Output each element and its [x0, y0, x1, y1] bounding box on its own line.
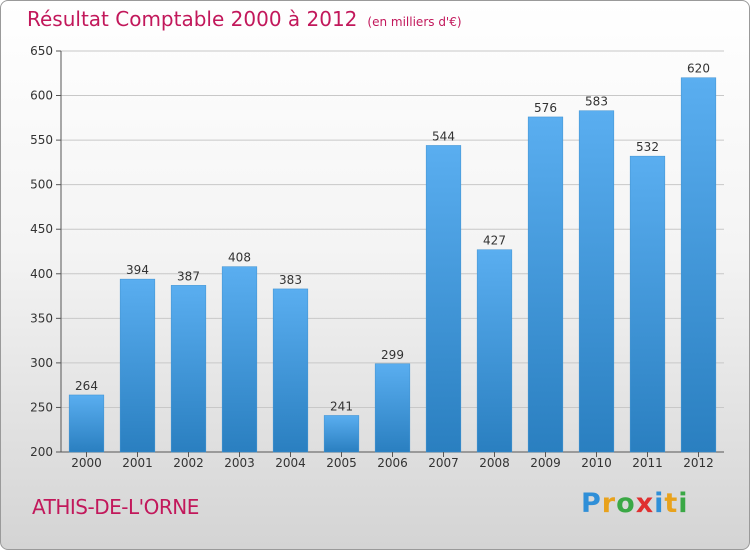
x-tick-label: 2007	[428, 456, 459, 470]
bar	[68, 394, 105, 453]
x-tick-label: 2001	[122, 456, 153, 470]
chart-subtitle: (en milliers d'€)	[367, 15, 462, 29]
y-tick-label: 500	[30, 178, 53, 192]
x-tick-label: 2004	[275, 456, 306, 470]
data-label: 387	[177, 269, 200, 283]
data-label: 583	[585, 95, 608, 109]
brand-letter: r	[601, 488, 617, 519]
bar	[527, 116, 564, 453]
bar	[119, 278, 156, 453]
bar	[680, 77, 717, 453]
y-tick-label: 600	[30, 89, 53, 103]
y-tick-label: 650	[30, 44, 53, 58]
bar	[221, 266, 258, 453]
brand-letter: o	[616, 488, 636, 519]
x-tick-label: 2003	[224, 456, 255, 470]
y-tick-label: 550	[30, 133, 53, 147]
data-label: 264	[75, 379, 98, 393]
x-tick-label: 2010	[581, 456, 612, 470]
bar	[323, 415, 360, 453]
x-tick-label: 2002	[173, 456, 204, 470]
title-row: Résultat Comptable 2000 à 2012 (en millie…	[27, 7, 462, 31]
x-tick-label: 2006	[377, 456, 408, 470]
bar	[425, 145, 462, 453]
data-label: 532	[636, 140, 659, 154]
bar	[629, 155, 666, 453]
chart-title: Résultat Comptable 2000 à 2012	[27, 7, 358, 31]
data-label: 576	[534, 101, 557, 115]
brand-letter: i	[654, 488, 665, 519]
data-label: 241	[330, 399, 353, 413]
brand-letter: t	[664, 488, 679, 519]
y-tick-label: 450	[30, 222, 53, 236]
brand-letter: i	[678, 488, 689, 519]
y-tick-label: 200	[30, 445, 53, 459]
x-tick-label: 2008	[479, 456, 510, 470]
y-tick-label: 300	[30, 356, 53, 370]
x-tick-label: 2011	[632, 456, 663, 470]
bar	[170, 285, 207, 453]
data-label: 544	[432, 129, 455, 143]
brand-letter: x	[635, 488, 655, 519]
x-tick-label: 2000	[71, 456, 102, 470]
commune-name: ATHIS-DE-L'ORNE	[32, 495, 199, 519]
y-tick-label: 350	[30, 311, 53, 325]
y-tick-label: 400	[30, 267, 53, 281]
data-label: 427	[483, 234, 506, 248]
data-label: 299	[381, 348, 404, 362]
data-label: 383	[279, 273, 302, 287]
bar	[374, 363, 411, 453]
y-tick-label: 250	[30, 400, 53, 414]
x-tick-label: 2005	[326, 456, 357, 470]
x-tick-label: 2009	[530, 456, 561, 470]
bar	[476, 249, 513, 453]
x-tick-label: 2012	[683, 456, 714, 470]
data-label: 394	[126, 263, 149, 277]
bar	[272, 288, 309, 453]
brand-letter: P	[581, 488, 602, 519]
proxiti-logo: Proxiti	[581, 488, 689, 519]
data-label: 620	[687, 62, 710, 76]
bar	[578, 110, 615, 453]
data-label: 408	[228, 251, 251, 265]
